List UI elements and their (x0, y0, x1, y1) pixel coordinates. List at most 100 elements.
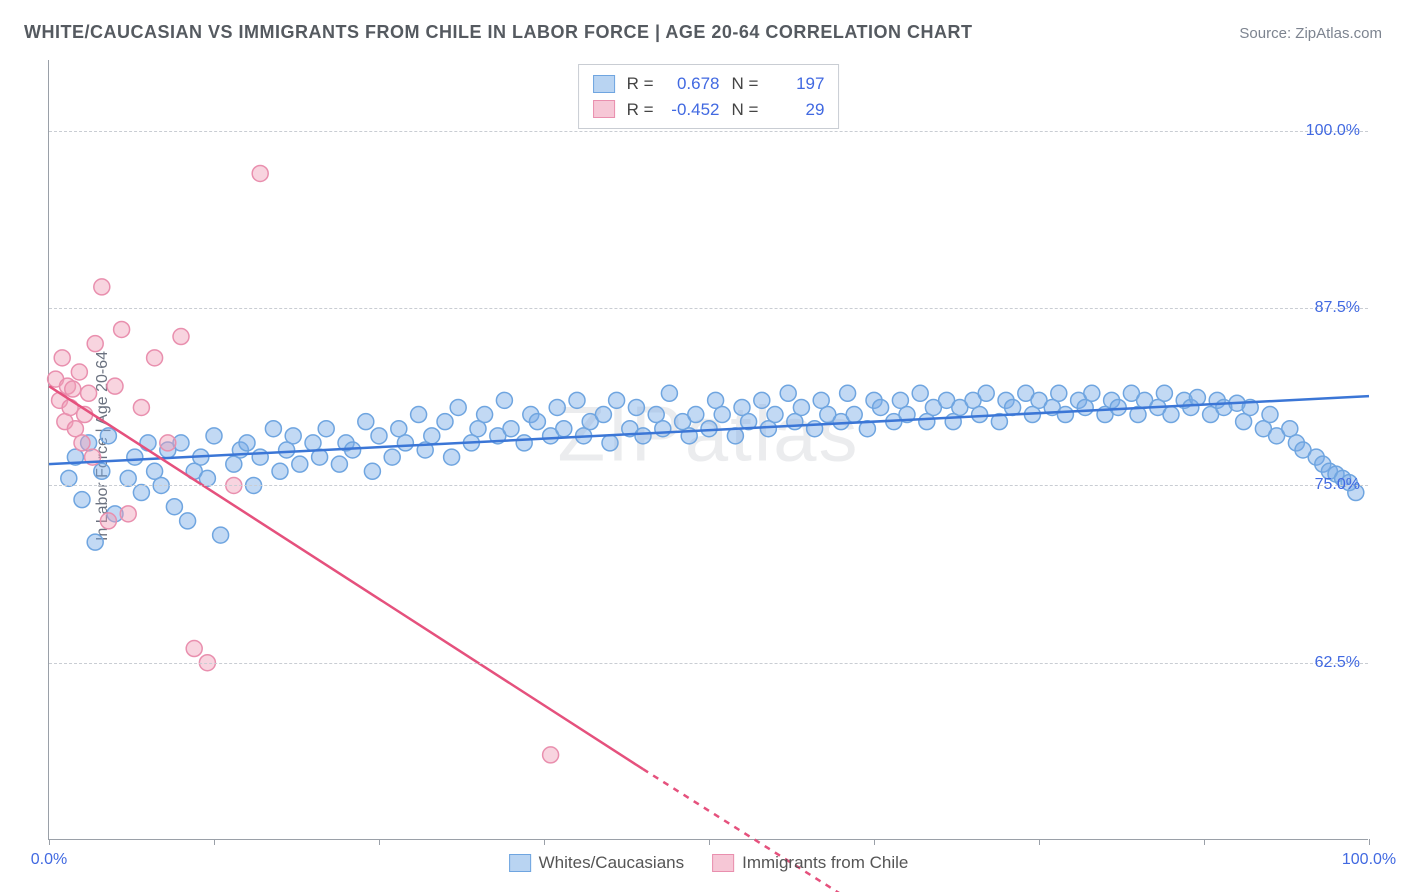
data-point-whites (972, 407, 988, 423)
gridline-h (49, 485, 1368, 486)
data-point-whites (140, 435, 156, 451)
data-point-chile (107, 378, 123, 394)
data-point-whites (166, 499, 182, 515)
data-point-chile (87, 336, 103, 352)
data-point-whites (450, 399, 466, 415)
data-point-whites (529, 414, 545, 430)
data-point-chile (252, 165, 268, 181)
data-point-whites (807, 421, 823, 437)
data-point-whites (503, 421, 519, 437)
chart-container: { "title": "WHITE/CAUCASIAN VS IMMIGRANT… (0, 0, 1406, 892)
data-point-whites (285, 428, 301, 444)
data-point-chile (147, 350, 163, 366)
data-point-chile (54, 350, 70, 366)
xtick-mark (1039, 839, 1040, 845)
data-point-chile (65, 381, 81, 397)
data-point-whites (767, 407, 783, 423)
data-point-whites (714, 407, 730, 423)
data-point-whites (358, 414, 374, 430)
data-point-whites (265, 421, 281, 437)
data-point-chile (81, 385, 97, 401)
ytick-label: 100.0% (1306, 122, 1360, 140)
xtick-mark (709, 839, 710, 845)
stat-n-value-1: 29 (770, 97, 824, 123)
data-point-whites (873, 399, 889, 415)
legend-label-0: Whites/Caucasians (539, 853, 685, 873)
data-point-whites (87, 534, 103, 550)
data-point-chile (94, 279, 110, 295)
xtick-mark (1204, 839, 1205, 845)
gridline-h (49, 308, 1368, 309)
data-point-chile (186, 641, 202, 657)
data-point-whites (780, 385, 796, 401)
data-point-whites (61, 470, 77, 486)
legend-label-1: Immigrants from Chile (742, 853, 908, 873)
legend-swatch-1 (712, 854, 734, 872)
data-point-whites (424, 428, 440, 444)
data-point-whites (793, 399, 809, 415)
data-point-whites (1262, 407, 1278, 423)
source-label: Source: (1239, 25, 1295, 42)
data-point-whites (1156, 385, 1172, 401)
data-point-chile (120, 506, 136, 522)
xtick-mark (379, 839, 380, 845)
gridline-h (49, 663, 1368, 664)
data-point-whites (549, 399, 565, 415)
data-point-whites (661, 385, 677, 401)
trend-line (643, 769, 867, 892)
data-point-whites (609, 392, 625, 408)
xtick-mark (49, 839, 50, 845)
xtick-label: 0.0% (31, 851, 67, 869)
data-point-whites (655, 421, 671, 437)
swatch-series-1 (593, 100, 615, 118)
data-point-whites (437, 414, 453, 430)
data-point-chile (160, 435, 176, 451)
data-point-whites (120, 470, 136, 486)
stats-legend-box: R = 0.678 N = 197 R = -0.452 N = 29 (578, 64, 840, 129)
stat-n-label-0: N = (732, 71, 759, 97)
data-point-whites (1051, 385, 1067, 401)
data-point-whites (100, 428, 116, 444)
source-attribution: Source: ZipAtlas.com (1239, 25, 1382, 42)
swatch-series-0 (593, 75, 615, 93)
data-point-whites (239, 435, 255, 451)
stat-n-label-1: N = (732, 97, 759, 123)
data-point-whites (206, 428, 222, 444)
data-point-whites (569, 392, 585, 408)
data-point-whites (1084, 385, 1100, 401)
xtick-mark (544, 839, 545, 845)
data-point-chile (173, 329, 189, 345)
legend-item-0: Whites/Caucasians (509, 853, 685, 873)
data-point-whites (840, 385, 856, 401)
data-point-chile (133, 399, 149, 415)
data-point-whites (292, 456, 308, 472)
data-point-whites (1163, 407, 1179, 423)
data-point-whites (556, 421, 572, 437)
stats-row-series-0: R = 0.678 N = 197 (593, 71, 825, 97)
data-point-whites (213, 527, 229, 543)
data-point-whites (384, 449, 400, 465)
data-point-whites (1057, 407, 1073, 423)
legend-item-1: Immigrants from Chile (712, 853, 908, 873)
data-point-whites (74, 492, 90, 508)
data-point-chile (543, 747, 559, 763)
xtick-label: 100.0% (1342, 851, 1396, 869)
data-point-whites (94, 463, 110, 479)
bottom-legend: Whites/Caucasians Immigrants from Chile (509, 853, 909, 873)
data-point-whites (397, 435, 413, 451)
data-point-whites (496, 392, 512, 408)
data-point-whites (331, 456, 347, 472)
data-point-whites (628, 399, 644, 415)
ytick-label: 62.5% (1315, 654, 1360, 672)
data-point-whites (133, 485, 149, 501)
xtick-mark (874, 839, 875, 845)
data-point-whites (272, 463, 288, 479)
data-point-whites (180, 513, 196, 529)
data-point-chile (114, 321, 130, 337)
data-point-whites (688, 407, 704, 423)
data-point-whites (754, 392, 770, 408)
data-point-whites (477, 407, 493, 423)
data-point-whites (516, 435, 532, 451)
data-point-whites (371, 428, 387, 444)
data-point-whites (364, 463, 380, 479)
